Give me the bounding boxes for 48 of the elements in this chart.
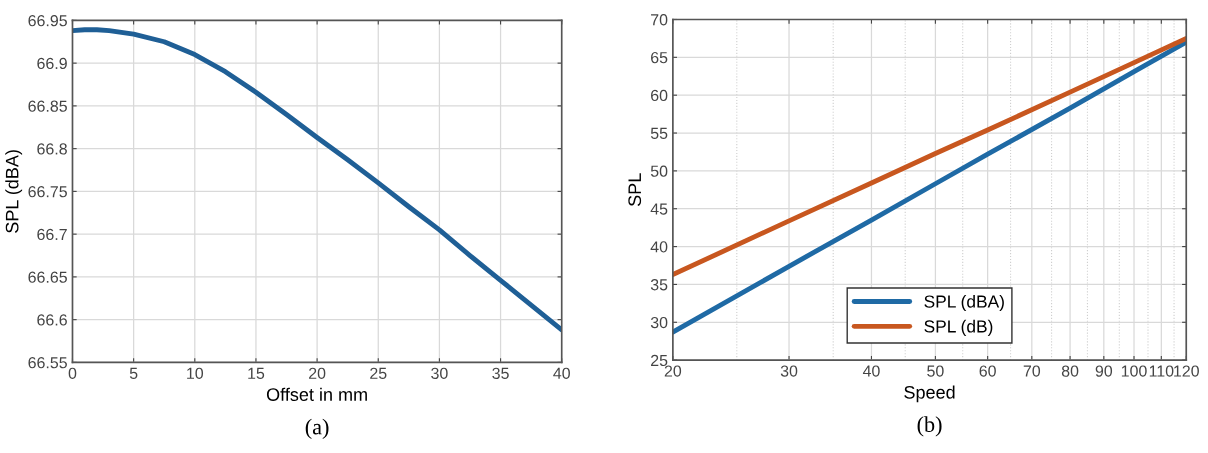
x-tick-label: 20 [664, 365, 682, 377]
x-axis-title: Offset in mm [266, 387, 367, 401]
x-tick-label: 35 [492, 367, 509, 379]
y-tick-label: 70 [651, 14, 668, 26]
x-tick-label: 15 [248, 367, 265, 379]
x-tick-label: 70 [1023, 365, 1041, 377]
y-tick-label: 66.95 [28, 15, 67, 27]
legend-label: SPL (dB) [924, 319, 993, 336]
y-tick-label: 66.65 [28, 271, 67, 283]
y-axis-title: SPL (dBA) [5, 150, 23, 233]
x-tick-label: 30 [780, 365, 798, 377]
y-tick-label: 35 [650, 279, 668, 291]
x-tick-label: 80 [1061, 365, 1079, 377]
y-tick-label: 66.55 [28, 357, 67, 369]
x-tick-label: 60 [979, 365, 996, 377]
y-tick-label: 66.6 [37, 314, 67, 326]
y-axis-title: SPL [628, 173, 642, 207]
x-tick-label: 40 [553, 367, 570, 379]
x-axis-title: Speed [904, 385, 955, 403]
x-tick-label: 5 [129, 367, 138, 379]
x-tick-label: 25 [370, 367, 387, 379]
y-tick-label: 60 [651, 89, 668, 102]
y-tick-label: 66.75 [28, 186, 67, 198]
x-tick-label: 40 [862, 365, 880, 377]
x-tick-label: 10 [187, 367, 204, 379]
x-tick-label: 30 [431, 367, 448, 379]
y-tick-label: 30 [650, 316, 668, 329]
x-tick-label: 50 [927, 365, 944, 377]
y-tick-label: 50 [650, 165, 668, 177]
text: (b) [917, 416, 942, 437]
y-tick-label: 55 [650, 127, 668, 139]
legend-label: SPL (dBA) [924, 294, 1004, 312]
y-tick-label: 65 [651, 51, 668, 64]
y-tick-label: 66.8 [37, 143, 67, 155]
y-tick-label: 25 [651, 354, 668, 367]
y-tick-label: 45 [650, 203, 668, 215]
line-series [72, 27, 562, 333]
y-tick-label: 66.7 [37, 228, 67, 241]
y-tick-label: 66.9 [37, 57, 67, 70]
text: (a) [305, 418, 329, 439]
x-tick-label: 100 [1121, 365, 1147, 377]
x-tick-label: 120 [1174, 365, 1199, 377]
x-tick-label: 20 [309, 367, 326, 379]
x-tick-label: 110 [1149, 365, 1174, 377]
y-tick-label: 40 [650, 241, 668, 253]
y-tick-label: 66.85 [28, 100, 67, 112]
x-tick-label: 0 [68, 367, 77, 379]
x-tick-label: 90 [1095, 365, 1113, 377]
